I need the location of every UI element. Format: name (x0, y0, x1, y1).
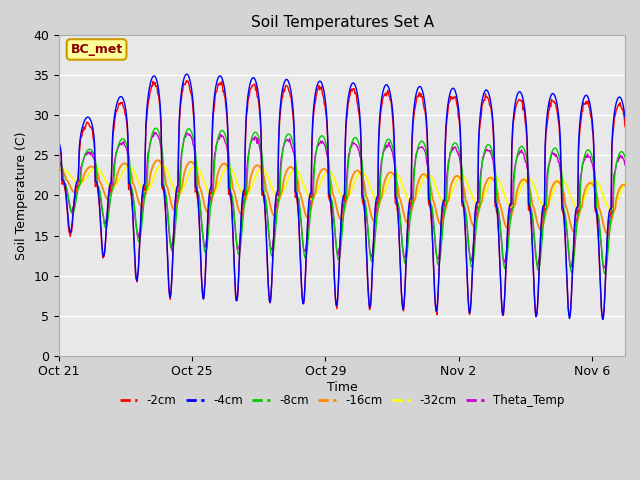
Line: -16cm: -16cm (59, 160, 625, 233)
-2cm (170, 231, 177, 237)
-4cm (349, 80, 356, 86)
-8cm (152, 125, 159, 131)
-4cm (132, 267, 140, 273)
Theta_Temp (349, 139, 356, 145)
-2cm (621, 124, 629, 130)
Legend: -2cm, -4cm, -8cm, -16cm, -32cm, Theta_Temp: -2cm, -4cm, -8cm, -16cm, -32cm, Theta_Te… (115, 390, 570, 412)
-16cm (603, 230, 611, 236)
-8cm (132, 216, 140, 221)
Line: -8cm: -8cm (59, 128, 625, 274)
Theta_Temp (150, 130, 158, 135)
Theta_Temp (132, 218, 140, 224)
-16cm (621, 182, 629, 188)
-16cm (55, 167, 63, 173)
-8cm (55, 158, 63, 164)
-4cm (183, 71, 191, 77)
-32cm (488, 175, 496, 180)
-4cm (488, 113, 496, 119)
Theta_Temp (488, 155, 496, 161)
Theta_Temp (120, 139, 127, 144)
-8cm (349, 137, 356, 143)
-2cm (55, 144, 63, 150)
-4cm (621, 115, 629, 120)
-2cm (397, 275, 404, 280)
-32cm (349, 184, 356, 190)
-32cm (132, 171, 140, 177)
-4cm (170, 229, 177, 235)
-8cm (120, 136, 127, 142)
-8cm (488, 149, 496, 155)
-16cm (349, 172, 356, 178)
Theta_Temp (397, 223, 404, 229)
-32cm (120, 168, 127, 173)
-2cm (349, 86, 356, 92)
Text: BC_met: BC_met (70, 43, 123, 56)
Line: -32cm: -32cm (59, 165, 625, 210)
Theta_Temp (171, 224, 179, 229)
Theta_Temp (601, 265, 609, 271)
-16cm (488, 176, 496, 181)
-8cm (601, 271, 609, 277)
Line: -4cm: -4cm (59, 74, 625, 320)
X-axis label: Time: Time (326, 381, 358, 394)
-4cm (397, 273, 404, 279)
-2cm (488, 117, 496, 122)
Theta_Temp (621, 162, 629, 168)
-32cm (171, 187, 179, 192)
-4cm (55, 140, 63, 145)
-16cm (120, 161, 127, 167)
-16cm (397, 198, 404, 204)
Y-axis label: Soil Temperature (C): Soil Temperature (C) (15, 131, 28, 260)
-32cm (158, 162, 166, 168)
Line: -2cm: -2cm (59, 81, 625, 315)
-4cm (120, 97, 127, 103)
-16cm (171, 207, 179, 213)
-2cm (120, 105, 127, 110)
-2cm (184, 78, 191, 84)
-16cm (132, 187, 140, 193)
Theta_Temp (55, 160, 63, 166)
-4cm (599, 317, 607, 323)
-16cm (154, 157, 161, 163)
-32cm (397, 178, 404, 183)
-32cm (607, 207, 615, 213)
-32cm (55, 168, 63, 173)
Title: Soil Temperatures Set A: Soil Temperatures Set A (250, 15, 434, 30)
-8cm (621, 155, 629, 160)
-8cm (171, 236, 179, 241)
-2cm (499, 312, 507, 318)
-2cm (132, 272, 140, 277)
-8cm (397, 221, 404, 227)
-32cm (621, 180, 629, 186)
Line: Theta_Temp: Theta_Temp (59, 132, 625, 268)
